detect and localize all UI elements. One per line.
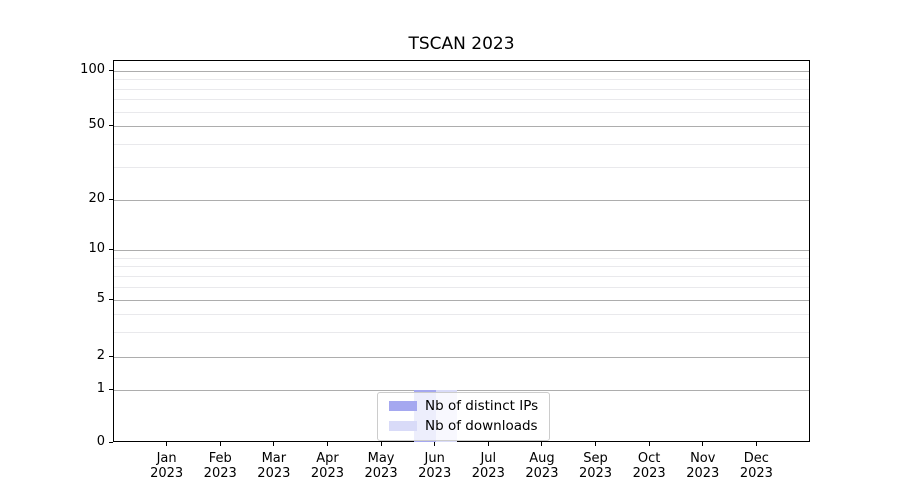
x-tick-year: 2023 — [364, 466, 398, 481]
x-tick-label: Apr 2023 — [292, 451, 362, 481]
legend-label: Nb of distinct IPs — [425, 398, 539, 414]
legend-item: Nb of downloads — [389, 418, 538, 434]
x-tick-year: 2023 — [150, 466, 184, 481]
x-tick-label: Jan 2023 — [132, 451, 202, 481]
x-tick-month: Jul — [480, 451, 497, 466]
y-tick-mark — [109, 441, 113, 443]
x-tick-month: May — [367, 451, 395, 466]
minor-gridline — [114, 99, 809, 101]
y-tick-label: 2 — [96, 348, 105, 363]
y-tick-mark — [109, 124, 113, 126]
major-gridline — [114, 250, 809, 251]
x-tick-mark — [702, 442, 704, 446]
y-tick-mark — [109, 198, 113, 200]
minor-gridline — [114, 313, 809, 315]
x-tick-month: Oct — [637, 451, 661, 466]
x-tick-year: 2023 — [578, 466, 613, 481]
x-tick-label: May 2023 — [346, 451, 416, 481]
y-tick-mark — [109, 355, 113, 357]
minor-gridline — [114, 79, 809, 81]
minor-gridline — [114, 88, 809, 90]
x-tick-year: 2023 — [686, 466, 720, 481]
x-tick-year: 2023 — [257, 466, 291, 481]
y-tick-label: 20 — [88, 191, 105, 206]
minor-gridline — [114, 286, 809, 288]
y-tick-label: 50 — [88, 117, 105, 133]
minor-gridline — [114, 331, 809, 333]
x-tick-mark — [326, 442, 328, 446]
x-tick-label: Jun 2023 — [400, 451, 470, 481]
x-tick-label: Aug 2023 — [507, 451, 577, 481]
minor-gridline — [114, 266, 809, 268]
x-tick-month: Apr — [316, 451, 339, 466]
plot-area — [113, 60, 810, 442]
y-tick-label: 0 — [96, 434, 105, 449]
major-gridline — [114, 71, 809, 72]
major-gridline — [114, 390, 809, 392]
y-tick-label: 1 — [96, 381, 105, 397]
x-tick-year: 2023 — [418, 466, 452, 481]
x-tick-label: Sep 2023 — [561, 451, 631, 481]
x-tick-month: Jun — [424, 451, 445, 466]
legend-label: Nb of downloads — [425, 418, 538, 434]
major-gridline — [114, 200, 809, 201]
legend-swatch — [389, 421, 417, 431]
x-tick-year: 2023 — [203, 466, 237, 481]
x-tick-mark — [166, 442, 168, 446]
y-tick-mark — [109, 69, 113, 71]
y-tick-mark — [109, 298, 113, 300]
x-tick-label: Oct 2023 — [614, 451, 684, 481]
x-tick-mark — [648, 442, 650, 446]
x-tick-mark — [273, 442, 275, 446]
major-gridline — [114, 357, 809, 358]
x-tick-year: 2023 — [739, 466, 773, 481]
x-tick-month: Nov — [690, 451, 716, 466]
x-tick-month: Jan — [156, 451, 177, 466]
y-tick-label: 100 — [80, 62, 105, 77]
y-tick-mark — [109, 248, 113, 250]
x-tick-label: Jul 2023 — [453, 451, 523, 481]
minor-gridline — [114, 275, 809, 277]
minor-gridline — [114, 167, 809, 169]
major-gridline — [114, 300, 809, 302]
x-tick-mark — [595, 442, 597, 446]
x-tick-year: 2023 — [471, 466, 505, 481]
x-tick-month: Dec — [743, 451, 769, 466]
legend: Nb of distinct IPs Nb of downloads — [377, 392, 551, 441]
x-tick-month: Sep — [583, 451, 608, 466]
minor-gridline — [114, 257, 809, 259]
x-tick-mark — [434, 442, 436, 446]
y-tick-mark — [109, 388, 113, 390]
minor-gridline — [114, 144, 809, 146]
x-tick-label: Nov 2023 — [668, 451, 738, 481]
legend-swatch — [389, 401, 417, 411]
x-tick-mark — [541, 442, 543, 446]
minor-gridline — [114, 111, 809, 113]
x-tick-mark — [380, 442, 382, 446]
chart-title: TSCAN 2023 — [408, 34, 515, 54]
x-tick-month: Feb — [208, 451, 232, 466]
x-tick-year: 2023 — [632, 466, 666, 481]
y-tick-label: 10 — [88, 241, 105, 256]
major-gridline — [114, 126, 809, 128]
y-tick-label: 5 — [96, 291, 105, 307]
x-tick-mark — [755, 442, 757, 446]
x-tick-label: Mar 2023 — [239, 451, 309, 481]
x-tick-mark — [219, 442, 221, 446]
x-tick-month: Aug — [529, 451, 555, 466]
x-tick-mark — [487, 442, 489, 446]
x-tick-month: Mar — [261, 451, 287, 466]
x-tick-label: Dec 2023 — [721, 451, 791, 481]
legend-item: Nb of distinct IPs — [389, 398, 538, 414]
x-tick-label: Feb 2023 — [185, 451, 255, 481]
x-tick-year: 2023 — [310, 466, 344, 481]
x-tick-year: 2023 — [525, 466, 559, 481]
